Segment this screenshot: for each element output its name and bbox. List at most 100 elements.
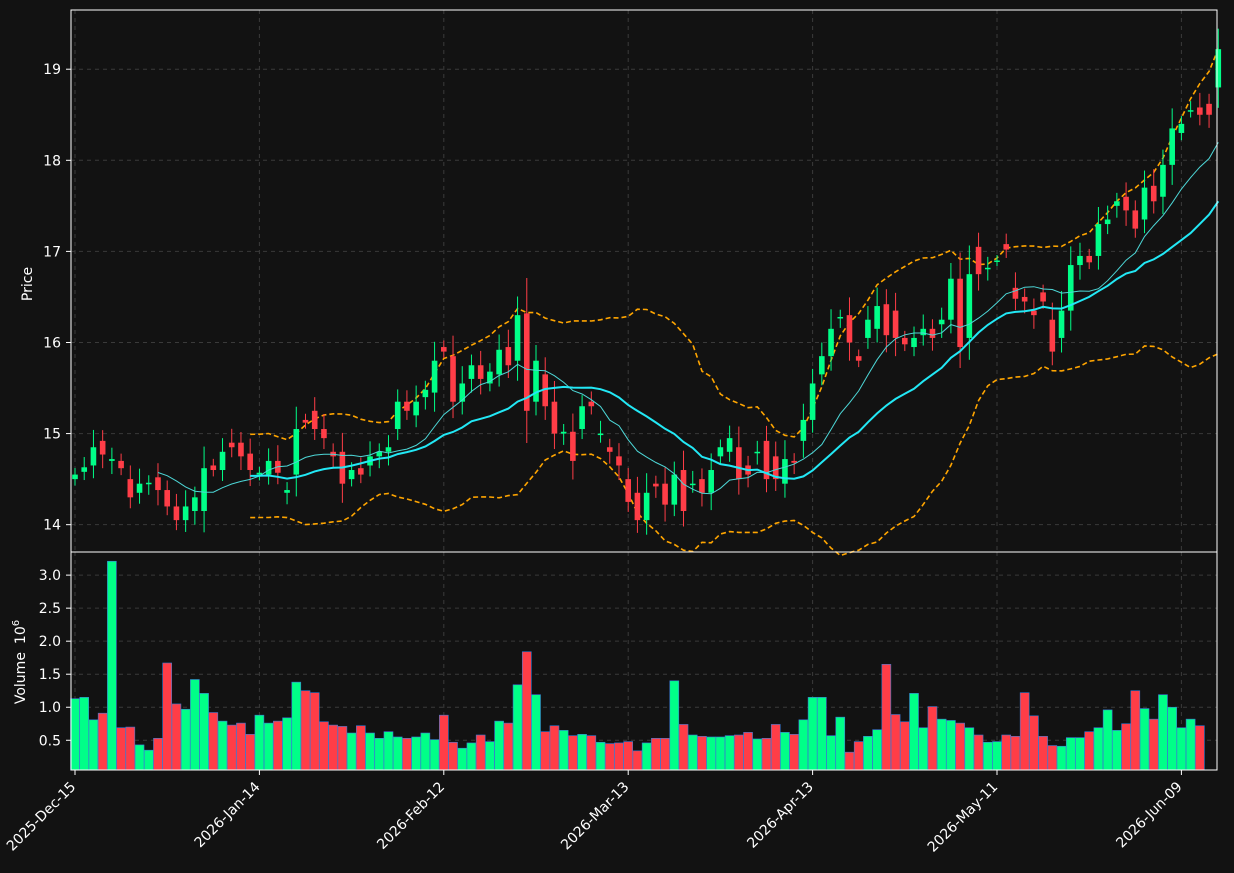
volume-bar xyxy=(743,732,753,771)
candle-body xyxy=(1150,185,1157,202)
volume-bar xyxy=(1065,737,1076,771)
candle-body xyxy=(1086,255,1092,263)
candle-body xyxy=(145,482,152,485)
candle-body xyxy=(90,447,97,466)
volume-bar xyxy=(909,693,919,771)
volume-bar xyxy=(1112,730,1122,771)
volume-bar xyxy=(309,692,320,771)
volume-bar xyxy=(1010,736,1021,771)
volume-bar xyxy=(190,679,200,771)
volume-bar xyxy=(558,730,569,771)
volume-tick-label: 1.5 xyxy=(39,667,61,683)
volume-panel-frame xyxy=(70,551,1218,771)
volume-bar xyxy=(660,737,670,771)
candle-body xyxy=(127,479,134,498)
candle-body xyxy=(523,313,530,411)
volume-bar xyxy=(162,662,172,771)
candle-body xyxy=(736,447,742,480)
volume-bar xyxy=(780,732,790,771)
candle-body xyxy=(1178,123,1185,133)
candle-body xyxy=(625,479,631,502)
volume-bar xyxy=(475,734,486,771)
candle-body xyxy=(948,278,954,320)
volume-bar xyxy=(180,708,191,771)
volume-bar xyxy=(485,741,495,771)
candle-body xyxy=(431,360,438,393)
volume-bar xyxy=(457,747,468,771)
candle-body xyxy=(1123,196,1129,211)
volume-bar xyxy=(973,734,984,771)
volume-bar xyxy=(641,742,652,771)
candle-body xyxy=(1095,224,1102,256)
candle-body xyxy=(219,451,226,471)
candle-body xyxy=(413,401,419,416)
candle-body xyxy=(782,459,788,484)
moving-average-fast-line xyxy=(157,142,1219,495)
candle-body xyxy=(772,456,779,480)
volume-tick-label: 2.5 xyxy=(39,601,61,617)
volume-bar xyxy=(1130,690,1141,771)
candle-body xyxy=(800,419,807,441)
volume-bar xyxy=(881,664,892,771)
volume-bar xyxy=(826,735,836,771)
volume-bar xyxy=(807,697,818,771)
candle-body xyxy=(837,316,844,319)
volume-bar xyxy=(724,735,735,771)
candle-body xyxy=(459,383,466,402)
volume-bar xyxy=(752,738,763,771)
candle-body xyxy=(81,467,88,472)
volume-bar xyxy=(70,698,80,771)
candle-body xyxy=(1132,210,1139,229)
candle-body xyxy=(938,319,945,325)
volume-bar xyxy=(734,734,744,771)
volume-bar xyxy=(125,726,136,771)
volume-bar xyxy=(890,714,901,771)
candle-body xyxy=(1187,110,1194,112)
volume-bar xyxy=(521,651,532,771)
candle-body xyxy=(653,483,659,487)
volume-bar xyxy=(761,737,772,771)
volume-bar xyxy=(245,734,255,771)
volume-bar xyxy=(549,725,560,771)
volume-bar xyxy=(798,719,809,771)
volume-bar xyxy=(402,737,412,771)
candle-body xyxy=(228,442,235,448)
moving-average-slow-line xyxy=(250,200,1220,480)
volume-bar xyxy=(1029,715,1039,771)
volume-bar xyxy=(1084,731,1094,771)
candle-body xyxy=(966,274,973,338)
volume-bar xyxy=(346,732,357,771)
volume-bar xyxy=(411,736,421,771)
candle-body xyxy=(920,328,927,336)
candle-body xyxy=(763,440,770,480)
volume-bar xyxy=(116,727,126,771)
candle-body xyxy=(496,349,502,375)
price-tick-label: 19 xyxy=(43,62,61,78)
candle-body xyxy=(717,447,724,457)
candle-body xyxy=(256,472,263,475)
volume-bar xyxy=(853,741,864,771)
price-tick-label: 16 xyxy=(43,335,61,351)
volume-bar xyxy=(697,736,707,771)
candle-body xyxy=(1169,128,1175,165)
volume-bar xyxy=(955,722,965,771)
candle-body xyxy=(1031,310,1037,316)
volume-bar xyxy=(595,741,606,771)
price-tick-label: 14 xyxy=(43,518,61,534)
candle-body xyxy=(385,447,392,452)
volume-bar xyxy=(1148,718,1159,771)
candle-body xyxy=(1003,244,1010,250)
volume-y-axis: 0.5 1.0 1.5 2.0 2.5 3.0 xyxy=(39,568,71,749)
volume-bar xyxy=(282,717,292,771)
volume-bar xyxy=(503,722,514,771)
candle-body xyxy=(809,383,816,420)
candle-body xyxy=(164,490,170,507)
candle-body xyxy=(874,306,880,329)
candle-body xyxy=(984,267,991,270)
candles xyxy=(72,28,1222,535)
volume-bar xyxy=(604,743,615,771)
volume-bar xyxy=(1093,727,1104,771)
volume-bar xyxy=(429,739,440,771)
volume-bar xyxy=(835,716,846,771)
